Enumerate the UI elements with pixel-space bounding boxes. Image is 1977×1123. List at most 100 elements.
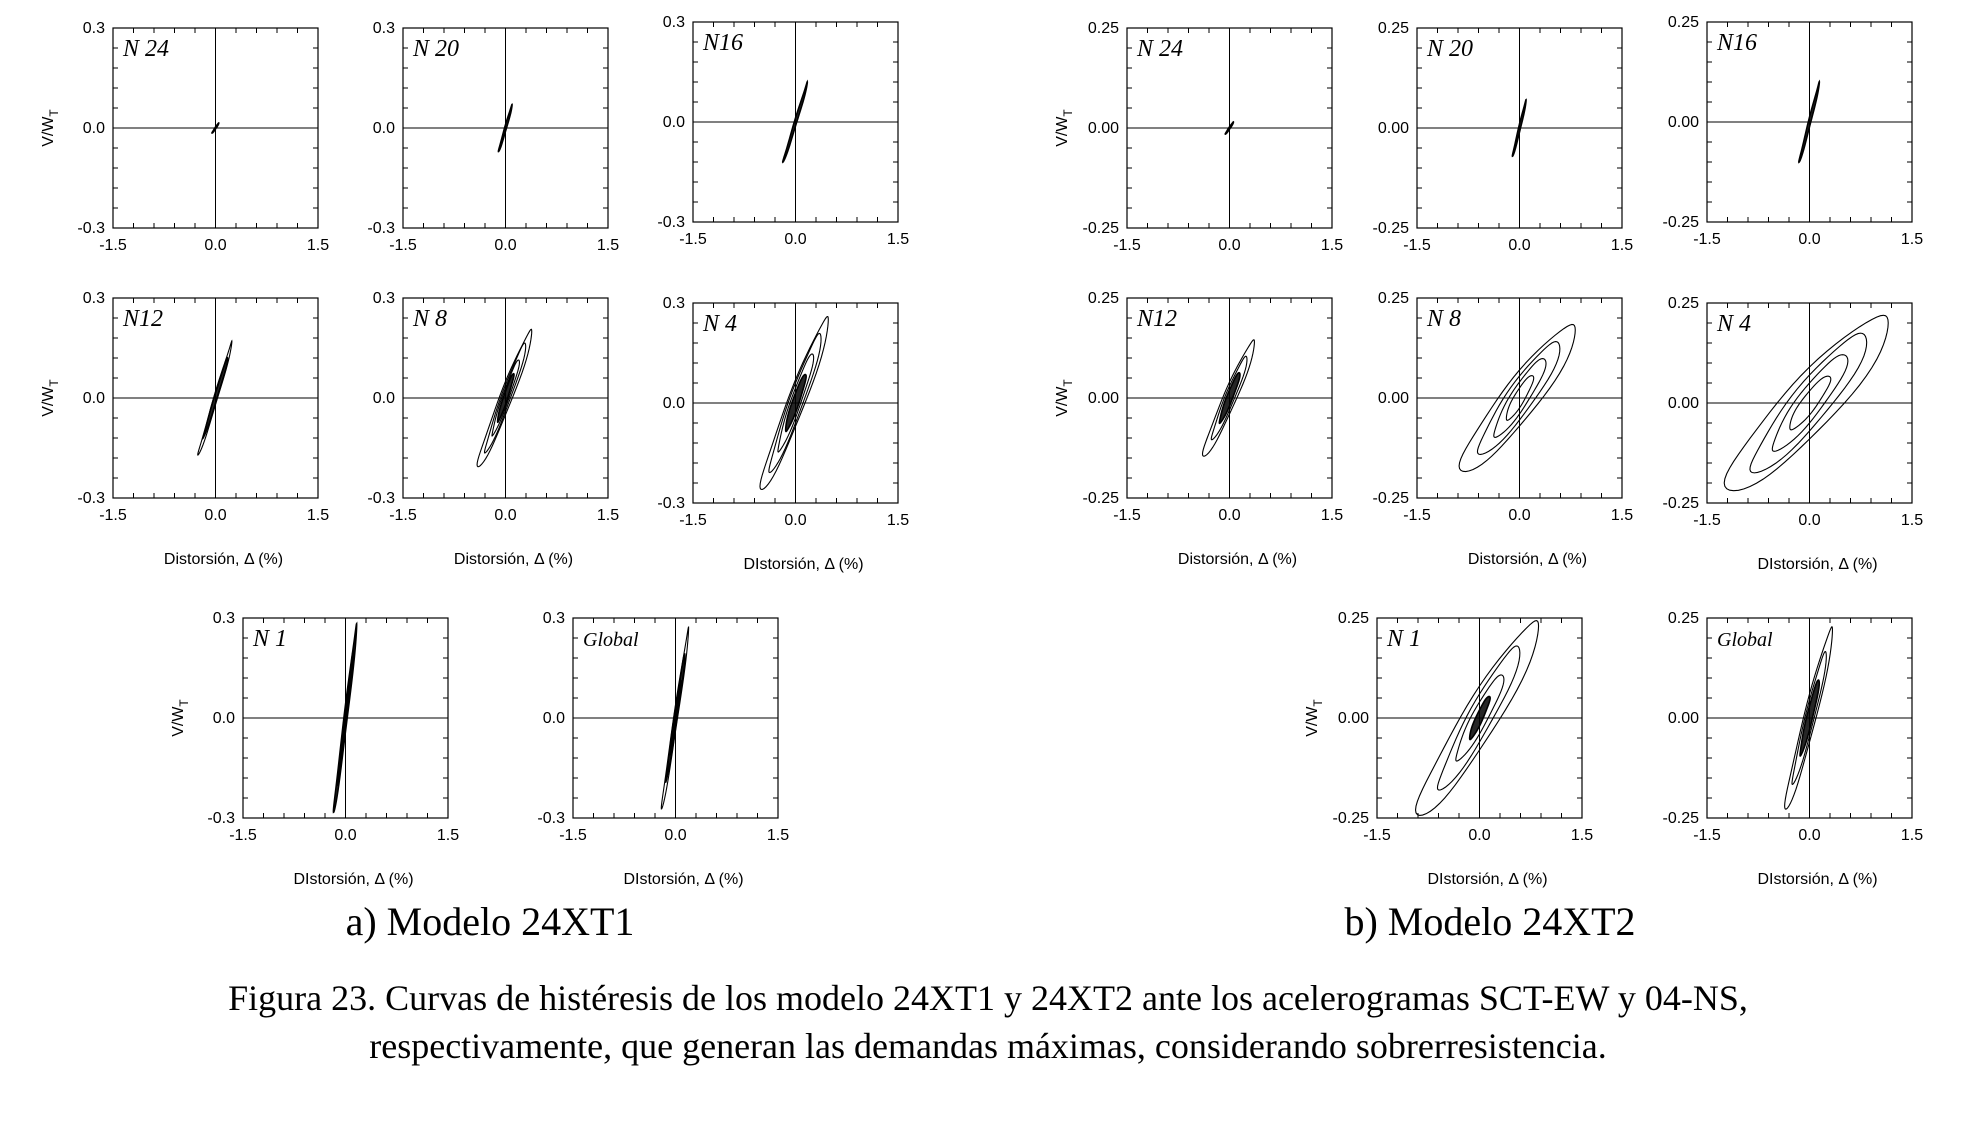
hysteresis-loop [1493,358,1547,438]
hysteresis-loop [777,353,815,453]
x-axis-title: Distorsión, Δ (%) [454,551,573,568]
x-tick-label: 0.0 [204,237,226,254]
x-axis-title: DIstorsión, Δ (%) [743,556,863,573]
hysteresis-loop [339,676,352,761]
hysteresis-loop [1414,620,1540,816]
x-tick-label: 0.0 [1218,237,1240,254]
y-tick-label: 0.25 [1338,610,1369,627]
y-tick-label: 0.25 [1088,20,1119,37]
x-tick-label: -1.5 [1113,507,1141,524]
x-tick-label: -1.5 [99,507,127,524]
x-tick-label: 1.5 [597,237,619,254]
hysteresis-panel: 0.25 0.00 -0.25-1.5 0.0 1.5 N 1 V/WT DIstorsión… [1304,610,1593,888]
x-tick-label: -1.5 [99,237,127,254]
hysteresis-loop [497,103,513,153]
y-tick-label: 0.3 [663,295,685,312]
y-tick-label: 0.0 [373,390,395,407]
hysteresis-loop [1458,323,1576,473]
hysteresis-loop [1723,314,1889,492]
panel-label: Global [583,629,639,651]
x-tick-label: 0.0 [334,827,356,844]
hysteresis-loops [759,315,829,491]
y-tick-label: 0.25 [1088,290,1119,307]
x-tick-label: 0.0 [664,827,686,844]
hysteresis-panel: 0.25 0.00 -0.25-1.5 0.0 1.5 N 24 V/WT [1054,20,1343,254]
y-tick-label: -0.3 [657,214,685,231]
hysteresis-loops [1224,120,1235,135]
hysteresis-loop [1468,695,1491,741]
y-tick-label: -0.3 [207,810,235,827]
x-tick-label: 1.5 [1571,827,1593,844]
x-tick-label: 1.5 [1901,512,1923,529]
hysteresis-loops [197,339,233,456]
x-tick-label: 0.0 [1508,507,1530,524]
hysteresis-loops [1458,323,1576,473]
y-tick-label: 0.3 [83,20,105,37]
panel-label: N12 [122,306,163,332]
hysteresis-loops [1511,98,1527,158]
x-axis-title: DIstorsión, Δ (%) [293,871,413,888]
x-tick-label: -1.5 [1403,507,1431,524]
hysteresis-loops [660,626,690,810]
y-axis-title-subscript: T [1311,699,1325,707]
x-axis-title: DIstorsión, Δ (%) [1757,871,1877,888]
x-tick-label: 1.5 [1611,507,1633,524]
x-tick-label: -1.5 [1693,827,1721,844]
x-tick-label: 0.0 [1798,512,1820,529]
panel-label: N 8 [1426,306,1461,332]
hysteresis-panel: 0.3 0.0 -0.3-1.5 0.0 1.5 N 1 V/WT DIstorsión, Δ… [170,610,459,888]
y-tick-label: 0.3 [663,14,685,31]
hysteresis-loops [1414,620,1540,816]
y-tick-label: 0.3 [83,290,105,307]
hysteresis-panels: 0.30.0-0.3-1.5 0.0 1.5N 24V/WT0.30.0-0.3-1… [40,14,1923,888]
x-tick-label: 0.0 [1468,827,1490,844]
hysteresis-panel: 0.3 0.0 -0.3-1.5 0.0 1.5 N 8 Distorsión, Δ (%) [367,290,619,568]
hysteresis-loops [476,328,533,468]
hysteresis-loop [1201,339,1255,457]
x-tick-label: 1.5 [1321,507,1343,524]
y-tick-label: 0.00 [1338,710,1369,727]
hysteresis-loops [332,621,358,814]
hysteresis-loop [1505,375,1535,421]
hysteresis-panel: 0.3 0.0 -0.3-1.5 0.0 1.5 N 4 DIstorsión, Δ (%) [657,295,909,573]
y-tick-label: 0.3 [373,20,395,37]
hysteresis-loop [1791,650,1827,786]
figure-caption-line-2: respectivamente, que generan las demanda… [369,1026,1607,1066]
y-tick-label: -0.25 [1083,220,1120,237]
y-tick-label: -0.25 [1663,495,1700,512]
panel-label: N 24 [1136,36,1183,62]
x-tick-label: 0.0 [784,512,806,529]
x-axis-title: DIstorsión, Δ (%) [1427,871,1547,888]
x-tick-label: 0.0 [1798,827,1820,844]
y-tick-label: 0.00 [1668,395,1699,412]
hysteresis-loop [491,359,521,437]
x-axis-title: DIstorsión, Δ (%) [1757,556,1877,573]
x-axis-title: Distorsión, Δ (%) [1178,551,1297,568]
y-tick-label: -0.3 [367,490,395,507]
x-tick-label: 1.5 [767,827,789,844]
hysteresis-loop [1224,120,1235,135]
hysteresis-loop [1798,79,1821,164]
x-tick-label: -1.5 [1693,231,1721,248]
x-axis-title: DIstorsión, Δ (%) [623,871,743,888]
x-tick-label: 0.0 [494,237,516,254]
hysteresis-panel: 0.25 0.00 -0.25-1.5 0.0 1.5 N 8 Distorsión, Δ … [1373,290,1634,568]
hysteresis-loop [1436,645,1521,791]
hysteresis-panel: 0.25 0.00 -0.25-1.5 0.0 1.5 N 4 DIstorsión, Δ … [1663,295,1924,573]
panel-label: N16 [702,30,743,56]
y-axis-title: V/WT [40,109,61,147]
x-tick-label: 1.5 [307,507,329,524]
hysteresis-panel: 0.3 0.0 -0.3-1.5 0.0 1.5 N12 V/WT Distorsión, Δ… [40,290,329,568]
y-axis-title-subscript: T [47,379,61,387]
hysteresis-loop [1799,679,1821,758]
hysteresis-loop [1511,98,1527,158]
x-tick-label: 0.0 [494,507,516,524]
hysteresis-loop [1455,674,1505,762]
hysteresis-loop [669,679,682,756]
x-tick-label: 1.5 [307,237,329,254]
panel-label: N16 [1716,30,1757,56]
y-axis-title: V/WT [1054,379,1075,417]
x-tick-label: -1.5 [679,231,707,248]
panel-label: N 8 [412,306,447,332]
hysteresis-loop [496,372,515,424]
